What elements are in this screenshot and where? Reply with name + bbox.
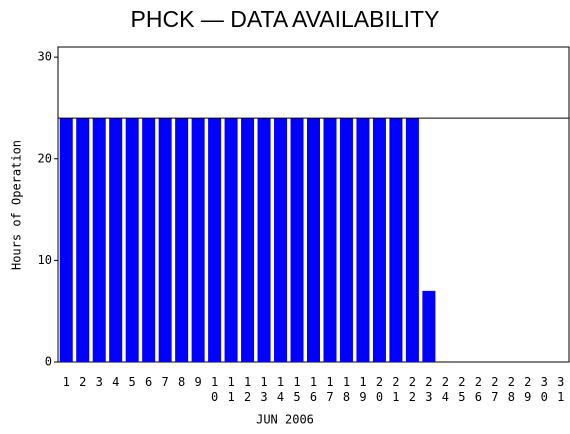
x-axis-label: JUN 2006 [256, 413, 314, 427]
bar [356, 118, 370, 363]
bar [422, 290, 436, 362]
y-tick-label: 30 [38, 50, 52, 64]
bar [290, 118, 304, 363]
x-tick-label: 7 [162, 375, 169, 389]
bar [241, 118, 255, 363]
bar [59, 118, 73, 363]
bar [389, 118, 403, 363]
x-tick-label: 4 [112, 375, 119, 389]
bar [372, 118, 386, 363]
bar [175, 118, 189, 363]
y-tick-label: 10 [38, 253, 52, 267]
bar [125, 118, 139, 363]
bar [191, 118, 205, 363]
bar [92, 118, 106, 363]
x-tick-label: 2 [79, 375, 86, 389]
x-tick-label: 1 [63, 375, 70, 389]
bar [208, 118, 222, 363]
x-tick-label: 6 [145, 375, 152, 389]
y-tick-label: 0 [45, 355, 52, 369]
bar [109, 118, 123, 363]
bar [224, 118, 238, 363]
chart-title: PHCK — DATA AVAILABILITY [131, 6, 440, 32]
bar [339, 118, 353, 363]
bar [405, 118, 419, 363]
bar [142, 118, 156, 363]
bar [257, 118, 271, 363]
x-tick-label: 5 [129, 375, 136, 389]
bar [158, 118, 172, 363]
bar [274, 118, 288, 363]
x-tick-label: 3 [96, 375, 103, 389]
y-tick-label: 20 [38, 151, 52, 165]
bar [76, 118, 90, 363]
y-axis-label: Hours of Operation [10, 140, 24, 270]
x-tick-label: 8 [178, 375, 185, 389]
bar [323, 118, 337, 363]
x-tick-label: 9 [194, 375, 201, 389]
bar [307, 118, 320, 363]
